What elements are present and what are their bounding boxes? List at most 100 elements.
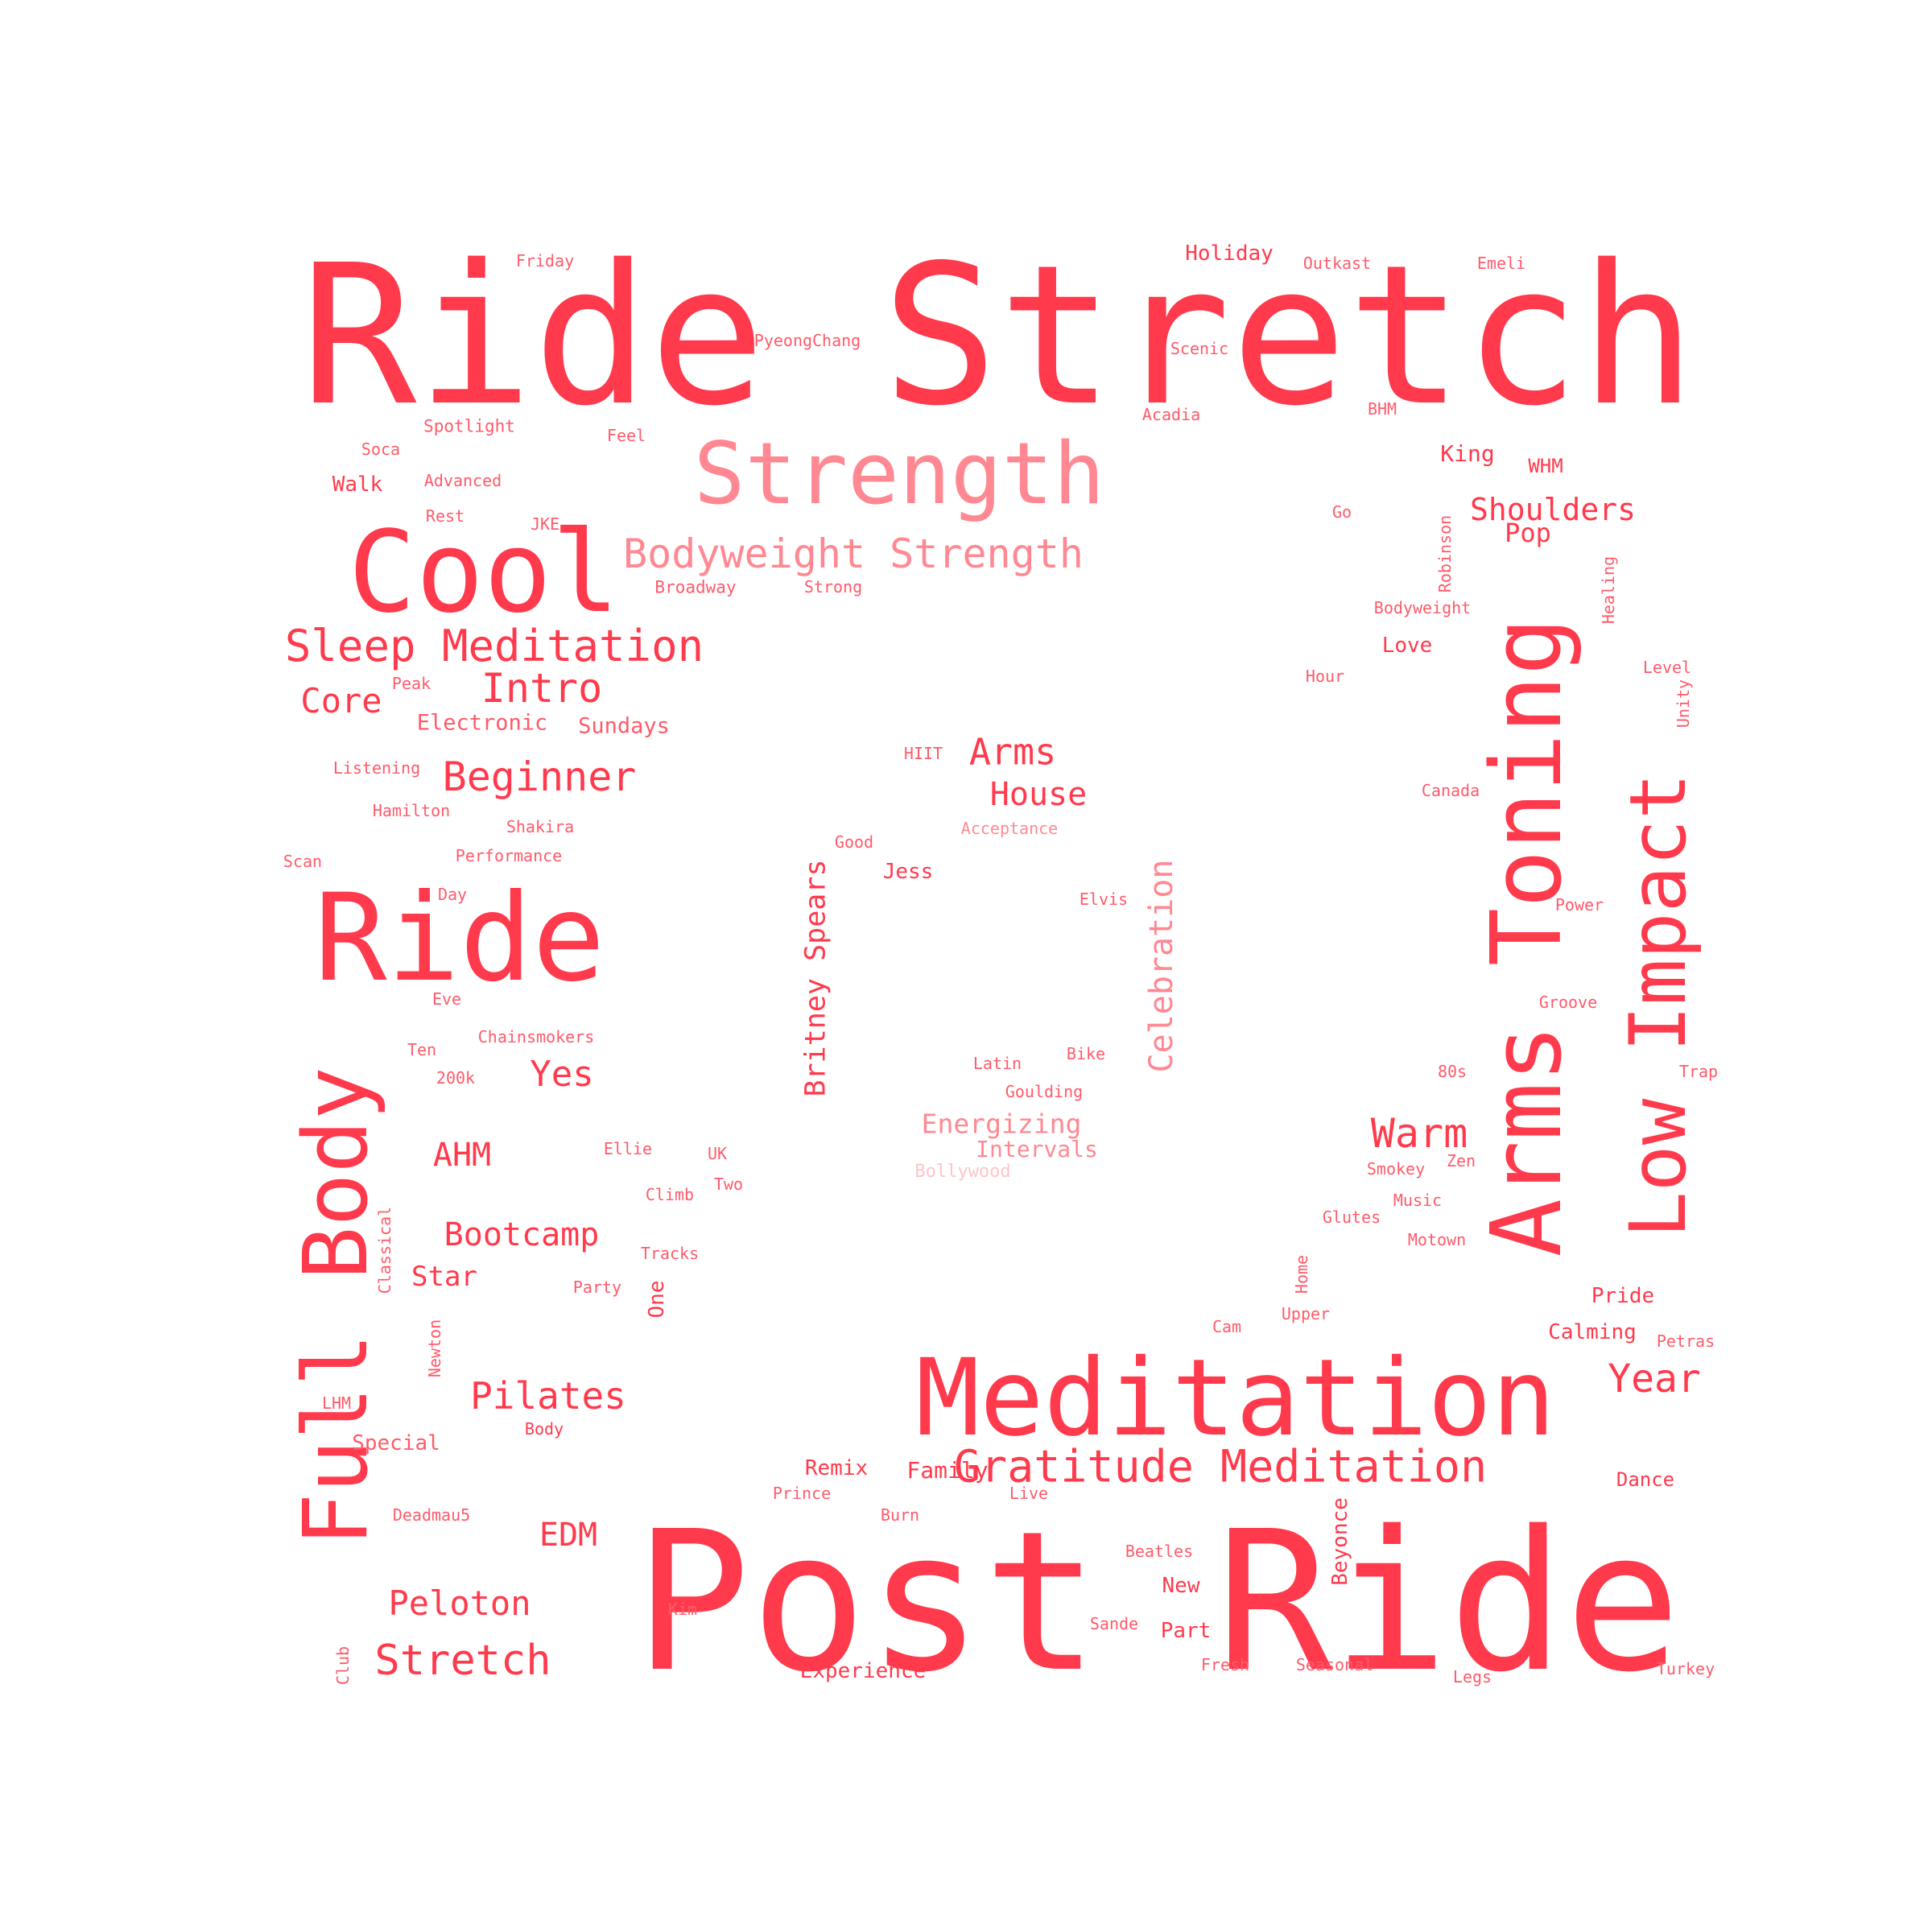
word-kim: Kim [667,1600,698,1619]
word-ellie: Ellie [603,1139,653,1158]
word-canada: Canada [1421,781,1480,800]
word-shakira: Shakira [506,817,575,836]
word-classical: Classical [375,1206,394,1294]
word-advanced: Advanced [423,471,502,490]
word-remix: Remix [804,1456,869,1480]
word-bike: Bike [1066,1044,1106,1063]
word-special: Special [352,1431,440,1455]
word-live: Live [1009,1484,1049,1503]
word-legs: Legs [1452,1667,1492,1686]
word-friday: Friday [515,251,575,270]
word-80s: 80s [1437,1062,1468,1081]
word-whm: WHM [1528,455,1563,477]
word-upper: Upper [1281,1304,1331,1323]
word-soca: Soca [361,440,401,459]
word-sundays: Sundays [578,713,670,739]
word-stretch: Stretch [374,1637,551,1685]
word-experience: Experience [799,1659,927,1683]
word-prince: Prince [772,1484,832,1503]
word-star: Star [411,1261,477,1293]
word-peak: Peak [391,674,431,693]
word-seasonal: Seasonal [1295,1655,1374,1674]
word-beginner: Beginner [442,753,637,800]
word-sleep-meditation: Sleep Meditation [284,621,704,671]
word-full-body: Full Body [284,1066,387,1547]
word-latin: Latin [972,1054,1022,1073]
word-zen: Zen [1446,1151,1476,1170]
word-hour: Hour [1305,667,1345,686]
word-music: Music [1393,1191,1443,1210]
word-one: One [645,1280,669,1319]
word-climb: Climb [645,1185,695,1204]
word-glutes: Glutes [1322,1208,1381,1227]
word-low-impact: Low Impact [1613,773,1703,1238]
word-good: Good [834,832,874,852]
word-beyonce: Beyonce [1328,1497,1352,1586]
word-britney-spears: Britney Spears [799,859,832,1097]
word-arms-toning: Arms Toning [1472,617,1583,1257]
word-body: Body [524,1419,564,1439]
word-king: King [1440,440,1495,467]
word-post-ride: Post Ride [634,1489,1682,1715]
word-home: Home [1292,1254,1311,1294]
word-house: House [989,776,1088,813]
word-cam: Cam [1212,1317,1242,1336]
word-bhm: BHM [1367,399,1397,419]
word-burn: Burn [880,1505,920,1525]
word-ride: Ride [314,869,605,1009]
word-bollywood: Bollywood [914,1162,1011,1182]
word-outkast: Outkast [1302,254,1372,273]
word-warm: Warm [1370,1110,1468,1157]
word-emeli: Emeli [1476,254,1526,273]
word-pyeongchang: PyeongChang [753,331,861,350]
word-gratitude-meditation: Gratitude Meditation [953,1440,1488,1492]
word-arms: Arms [968,730,1057,774]
word-motown: Motown [1407,1230,1467,1249]
word-cool: Cool [348,507,620,638]
word-pilates: Pilates [470,1374,626,1418]
word-goulding: Goulding [1005,1082,1084,1101]
word-yes: Yes [530,1054,594,1095]
word-celebration: Celebration [1143,859,1180,1073]
word-holiday: Holiday [1185,242,1274,266]
word-jke: JKE [530,514,560,534]
word-performance: Performance [455,846,563,865]
word-eve: Eve [431,989,462,1009]
word-hamilton: Hamilton [372,801,451,820]
word-family: Family [906,1457,989,1484]
word-energizing: Energizing [921,1108,1082,1140]
word-newton: Newton [425,1319,444,1378]
word-healing: Healing [1599,555,1618,625]
word-pop: Pop [1505,518,1551,548]
word-groove: Groove [1538,993,1598,1012]
word-electronic: Electronic [416,710,548,736]
word-feel: Feel [606,426,646,445]
word-party: Party [572,1278,622,1297]
word-scan: Scan [283,852,323,871]
word-bodyweight-strength: Bodyweight Strength [623,530,1084,577]
word-dance: Dance [1616,1468,1675,1491]
word-calming: Calming [1548,1320,1637,1344]
word-new: New [1162,1574,1200,1598]
word-year: Year [1608,1356,1701,1402]
word-listening: Listening [332,758,421,778]
word-acceptance: Acceptance [960,819,1059,838]
word-chainsmokers: Chainsmokers [477,1027,595,1046]
word-broadway: Broadway [654,577,737,597]
word-scenic: Scenic [1170,339,1229,358]
word-strong: Strong [803,577,863,597]
word-turkey: Turkey [1656,1659,1715,1678]
word-sande: Sande [1089,1614,1139,1633]
word-level: Level [1642,658,1692,677]
word-core: Core [300,681,382,720]
word-ten: Ten [407,1040,437,1059]
word-fresh: Fresh [1200,1655,1250,1674]
word-bodyweight: Bodyweight [1373,598,1472,617]
word-meditation: Meditation [915,1336,1556,1460]
word-intro: Intro [481,665,603,712]
word-tracks: Tracks [640,1244,700,1263]
word-deadmau5: Deadmau5 [392,1505,471,1525]
word-part: Part [1160,1619,1212,1643]
word-club: Club [333,1645,353,1686]
